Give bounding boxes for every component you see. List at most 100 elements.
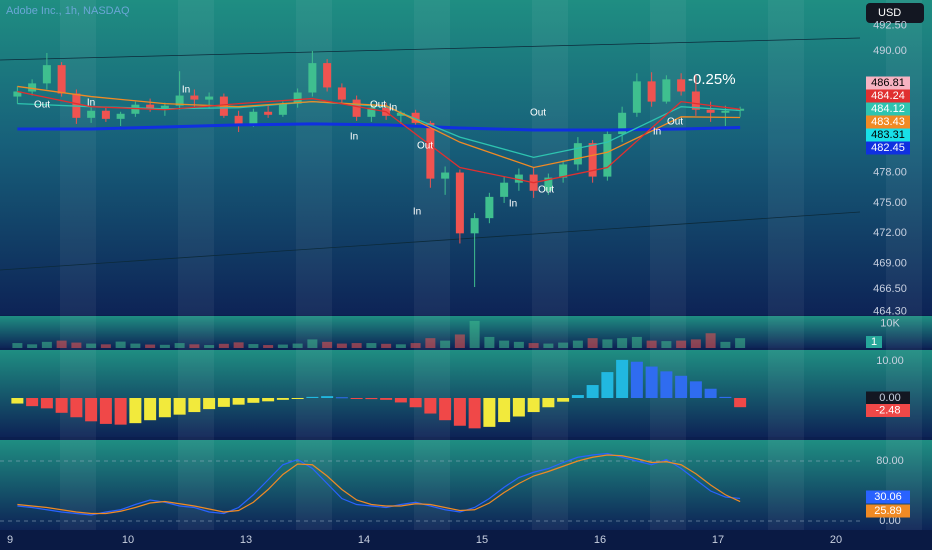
- volume-bar: [558, 342, 569, 348]
- time-axis: [0, 530, 932, 550]
- histogram-bar: [586, 385, 599, 398]
- volume-badge: [866, 336, 882, 348]
- candle-body: [131, 104, 140, 114]
- histogram-bar: [512, 397, 525, 417]
- candle-body: [647, 81, 656, 102]
- signal-label: In: [413, 207, 421, 218]
- volume-bar: [543, 343, 554, 348]
- candle-body: [190, 95, 199, 100]
- x-tick-label: 9: [7, 534, 13, 546]
- main-panel: [0, 0, 932, 315]
- session-stripe: [532, 0, 568, 530]
- candle-body: [28, 83, 37, 92]
- volume-bar: [602, 339, 613, 348]
- session-stripe: [768, 0, 804, 530]
- signal-label: In: [509, 199, 517, 210]
- histogram-bar: [11, 397, 24, 404]
- volume-bar: [218, 343, 229, 348]
- macd-panel: [0, 350, 932, 437]
- stoch-badge-label: 25.89: [874, 505, 902, 517]
- stoch-line: [17, 452, 741, 516]
- x-tick-label: 17: [712, 534, 724, 546]
- histogram-bar: [571, 395, 584, 398]
- candle-body: [293, 92, 302, 104]
- x-tick-label: 14: [358, 534, 370, 546]
- volume-bar: [71, 342, 82, 348]
- y-tick-label: 0.00: [879, 515, 900, 527]
- moving-average: [17, 100, 741, 159]
- signal-label: In: [87, 98, 95, 109]
- candle-body: [573, 143, 582, 165]
- x-tick-label: 10: [122, 534, 134, 546]
- candle-body: [396, 112, 405, 116]
- volume-bar: [174, 343, 185, 348]
- y-tick-label: 10K: [880, 317, 900, 329]
- y-tick-label: 472.00: [873, 227, 907, 239]
- volume-bar: [513, 341, 524, 348]
- volume-bar: [56, 340, 67, 348]
- price-badge-label: 486.81: [871, 77, 905, 89]
- histogram-bar: [675, 375, 688, 398]
- currency-label[interactable]: USD: [878, 7, 901, 19]
- candle-body: [367, 107, 376, 117]
- candle-body: [441, 172, 450, 179]
- histogram-bar: [660, 371, 673, 398]
- signal-label: Out: [417, 141, 433, 152]
- histogram-bar: [203, 397, 216, 410]
- stoch-panel: [0, 440, 932, 530]
- volume-bar: [690, 339, 701, 348]
- histogram-bar: [350, 397, 363, 399]
- candle-body: [308, 63, 317, 93]
- price-plot: [13, 50, 745, 288]
- volume-bar: [528, 343, 539, 348]
- histogram-bar: [335, 397, 348, 399]
- signal-label: Out: [538, 185, 554, 196]
- histogram-bar: [380, 397, 393, 400]
- candle-body: [205, 96, 214, 100]
- volume-bar: [263, 345, 274, 348]
- candle-body: [588, 143, 597, 177]
- histogram-bar: [557, 397, 570, 402]
- candle-body: [352, 99, 361, 117]
- histogram-bar: [158, 397, 171, 418]
- histogram-bar: [26, 397, 39, 407]
- histogram-bar: [453, 397, 466, 426]
- candle-body: [116, 113, 125, 119]
- currency-button[interactable]: [866, 3, 924, 23]
- volume-bar: [322, 341, 333, 348]
- price-badge-label: 483.31: [871, 129, 905, 141]
- volume-bar: [572, 340, 583, 348]
- volume-bar: [735, 338, 746, 348]
- volume-bar: [100, 344, 111, 348]
- candle-body: [632, 81, 641, 113]
- volume-bar: [189, 344, 200, 348]
- signal-label: In: [653, 127, 661, 138]
- volume-bar: [366, 343, 377, 348]
- candle-body: [485, 196, 494, 219]
- volume-bar: [499, 340, 510, 348]
- volume-bar: [204, 345, 215, 348]
- volume-bar: [587, 338, 598, 348]
- candle-body: [736, 108, 745, 111]
- volume-badge-label: 1: [871, 336, 877, 348]
- candle-body: [264, 111, 273, 115]
- histogram-bar: [217, 397, 230, 407]
- histogram-bar: [40, 397, 53, 409]
- moving-average: [17, 90, 741, 184]
- histogram-bar: [719, 396, 732, 398]
- histogram-bar: [232, 397, 245, 405]
- change-annotation: -0.25%: [688, 71, 736, 88]
- candle-body: [706, 109, 715, 113]
- signal-label: Out: [34, 100, 50, 111]
- histogram-bar: [247, 397, 260, 403]
- volume-bar: [159, 344, 170, 348]
- candle-body: [13, 91, 22, 97]
- candle-body: [249, 111, 258, 124]
- volume-bar: [646, 340, 657, 348]
- x-tick-label: 13: [240, 534, 252, 546]
- volume-bar: [27, 344, 38, 348]
- volume-bar: [425, 338, 436, 348]
- histogram-bar: [262, 397, 275, 402]
- zero-badge: [866, 391, 910, 405]
